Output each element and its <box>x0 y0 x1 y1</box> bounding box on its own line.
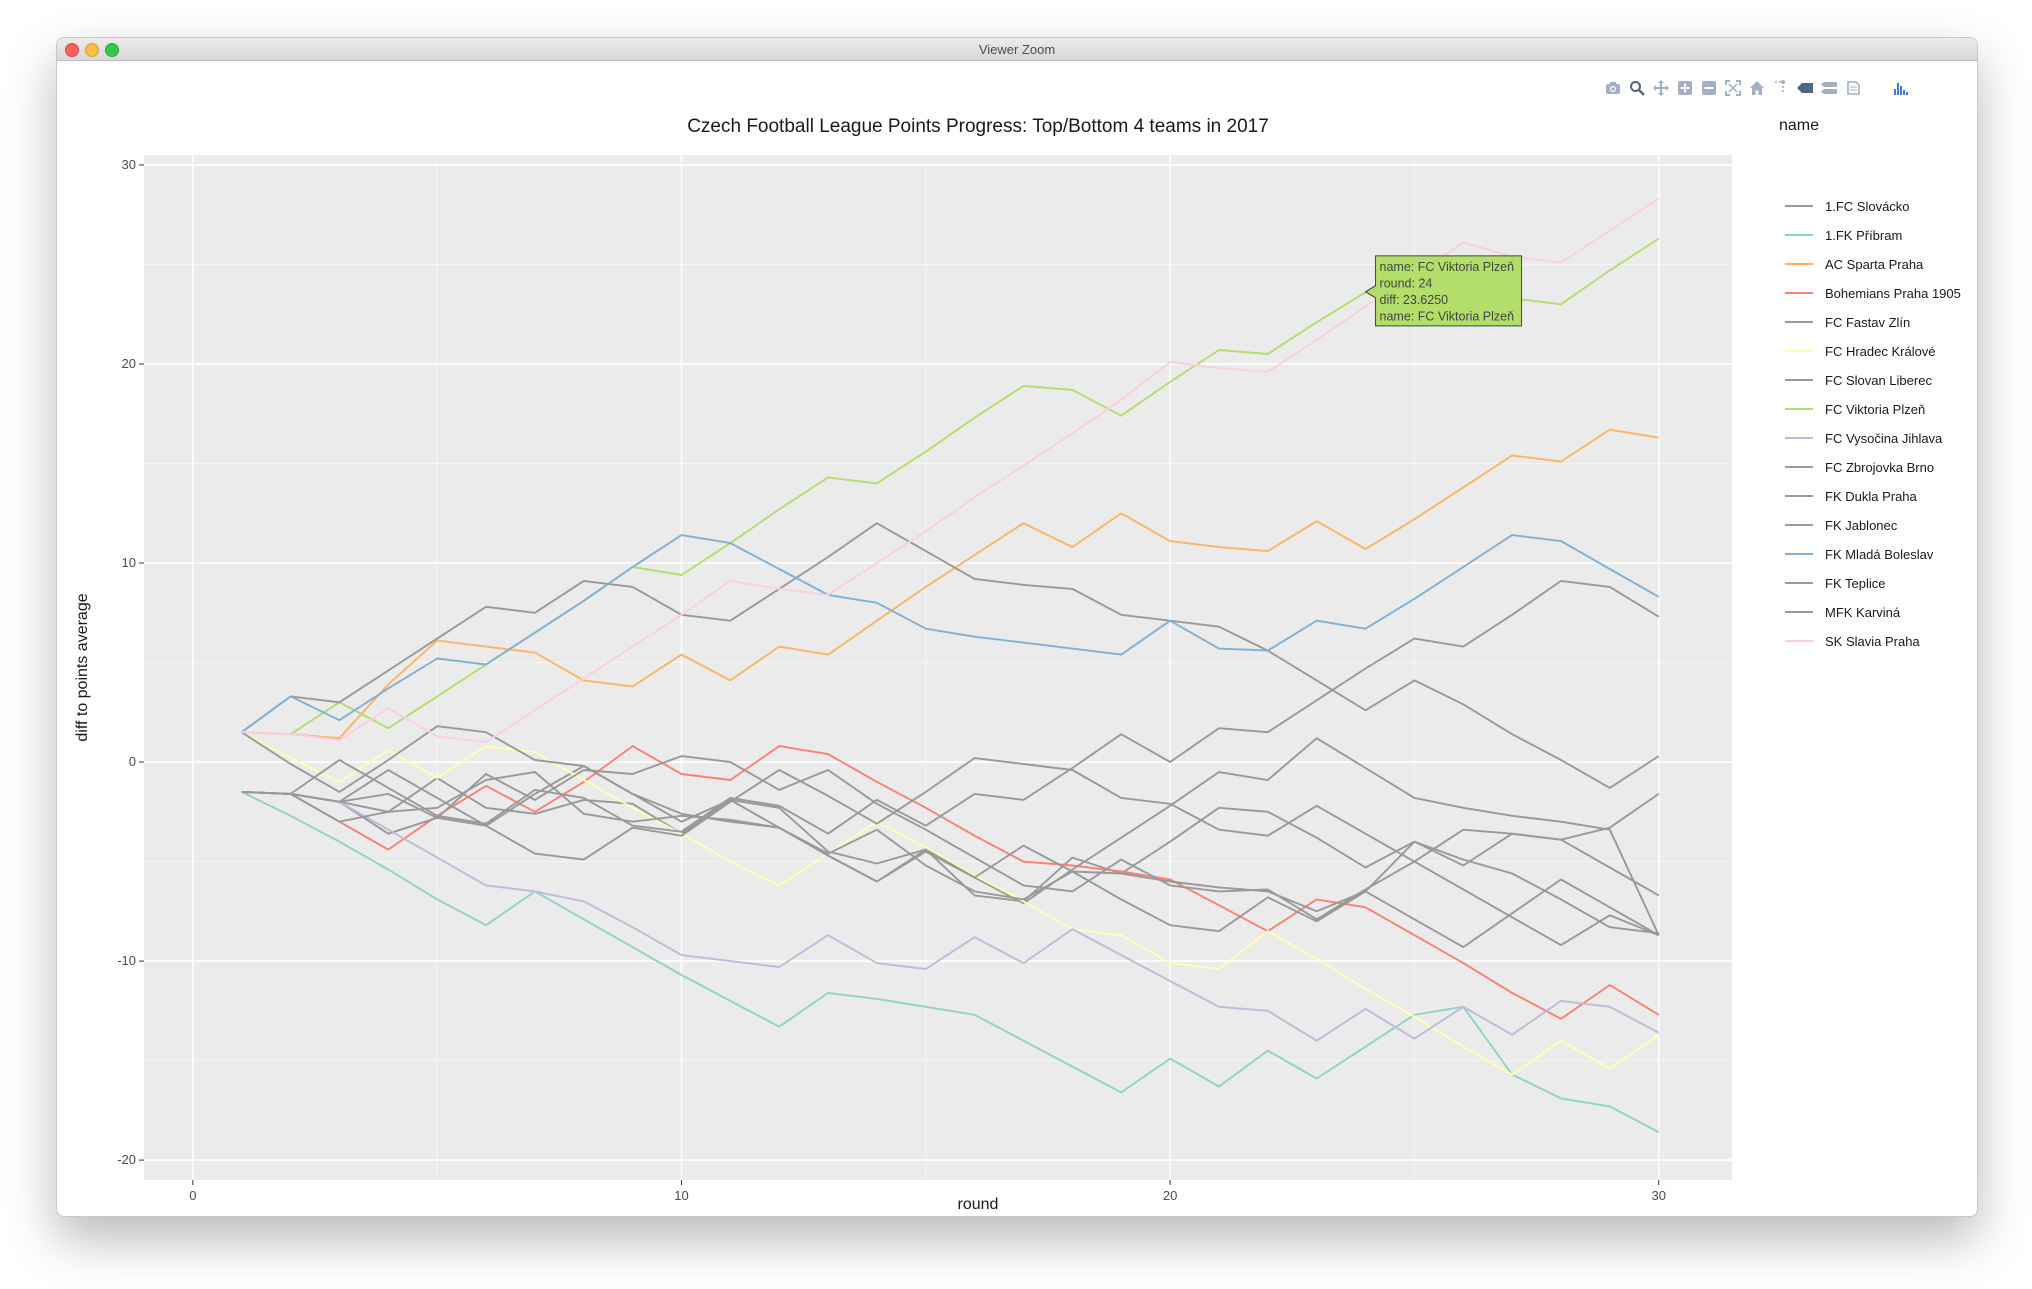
legend-label: FK Dukla Praha <box>1825 489 1918 504</box>
series-line-MFK Karviná <box>241 771 1659 935</box>
x-tick-label: 20 <box>1163 1188 1177 1203</box>
minimize-window-button[interactable] <box>85 43 99 57</box>
y-tick-label: 0 <box>129 754 136 769</box>
legend-label: FK Jablonec <box>1825 518 1898 533</box>
line-chart[interactable]: 0 10 20 30 -20 -10 0 10 20 30 Czech Football Leagu… <box>57 60 1977 1216</box>
tooltip-line: round: 24 <box>1380 276 1433 290</box>
series-line-FK Teplice <box>241 755 1660 921</box>
chart-title: Czech Football League Points Progress: T… <box>687 116 1269 137</box>
zoom-out-icon[interactable] <box>1701 80 1717 96</box>
spikelines-icon[interactable] <box>1773 80 1789 96</box>
viewer-window: Viewer Zoom 0 10 20 30 -20 -10 0 10 20 30 Czech Fo… <box>56 37 1978 1217</box>
legend-label: Bohemians Praha 1905 <box>1825 286 1961 301</box>
plot-modebar <box>1605 76 1909 100</box>
legend-label: FK Teplice <box>1825 576 1885 591</box>
plotly-logo-icon[interactable] <box>1845 80 1861 96</box>
autoscale-icon[interactable] <box>1725 80 1741 96</box>
y-tick-label: 10 <box>122 555 136 570</box>
hover-closest-icon[interactable] <box>1797 80 1813 96</box>
zoom-window-button[interactable] <box>105 43 119 57</box>
series-line-FK Dukla Praha <box>241 725 1660 949</box>
legend-label: 1.FC Slovácko <box>1825 199 1910 214</box>
zoom-in-icon[interactable] <box>1677 80 1693 96</box>
series-line-FC Hradec Králové <box>241 731 1660 1076</box>
legend-label: MFK Karviná <box>1825 605 1901 620</box>
series-line-FK Jablonec <box>241 522 1660 789</box>
legend-label: AC Sparta Praha <box>1825 257 1924 272</box>
pan-icon[interactable] <box>1653 80 1669 96</box>
legend-label: FC Fastav Zlín <box>1825 315 1910 330</box>
legend-label: FK Mladá Boleslav <box>1825 547 1934 562</box>
series-line-FK Mladá Boleslav <box>241 534 1660 733</box>
legend-label: SK Slavia Praha <box>1825 634 1920 649</box>
tooltip-line: diff: 23.6250 <box>1380 293 1449 307</box>
y-tick-label: -10 <box>117 953 136 968</box>
legend-label: FC Slovan Liberec <box>1825 373 1932 388</box>
legend-label: 1.FK Příbram <box>1825 228 1902 243</box>
camera-icon[interactable] <box>1605 80 1621 96</box>
x-tick-label: 10 <box>674 1188 688 1203</box>
legend-label: FC Viktoria Plzeň <box>1825 402 1925 417</box>
x-axis-title: round <box>958 1196 999 1213</box>
y-tick-label: 20 <box>122 356 136 371</box>
y-tick-label: -20 <box>117 1152 136 1167</box>
legend-label: FC Vysočina Jihlava <box>1825 431 1943 446</box>
tooltip-line: name: FC Viktoria Plzeň <box>1380 260 1515 274</box>
chart-logo-icon[interactable] <box>1893 80 1909 96</box>
tooltip-line: name: FC Viktoria Plzeň <box>1380 309 1515 323</box>
series-line-FC Vysočina Jihlava <box>241 790 1660 1042</box>
x-tick-label: 30 <box>1651 1188 1665 1203</box>
home-icon[interactable] <box>1749 80 1765 96</box>
legend-label: FC Hradec Králové <box>1825 344 1936 359</box>
x-tick-label: 0 <box>189 1188 196 1203</box>
window-titlebar: Viewer Zoom <box>57 38 1977 61</box>
series-line-FC Slovan Liberec <box>241 579 1660 835</box>
series-line-Bohemians Praha 1905 <box>241 745 1660 1020</box>
hover-compare-icon[interactable] <box>1821 80 1837 96</box>
close-window-button[interactable] <box>65 43 79 57</box>
series-line-1.FK Příbram <box>241 791 1660 1134</box>
legend-title: name <box>1779 117 1819 134</box>
series-line-AC Sparta Praha <box>241 428 1659 740</box>
y-tick-label: 30 <box>122 157 136 172</box>
series-line-FC Zbrojovka Brno <box>241 757 1660 947</box>
zoom-icon[interactable] <box>1629 80 1645 96</box>
window-title: Viewer Zoom <box>978 42 1056 57</box>
hover-tooltip <box>1364 255 1523 327</box>
y-axis-title: diff to points average <box>74 593 91 741</box>
legend-label: FC Zbrojovka Brno <box>1825 460 1934 475</box>
